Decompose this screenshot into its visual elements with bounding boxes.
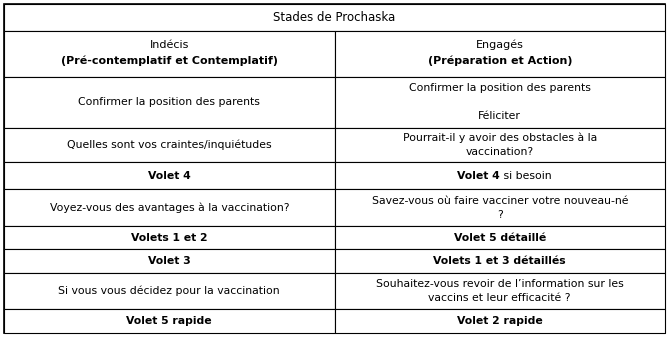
Bar [4,77,334,128]
Bar [334,77,665,128]
Bar [334,189,665,226]
Text: Quelles sont vos craintes/inquiétudes: Quelles sont vos craintes/inquiétudes [67,140,272,150]
Text: Si vous vous décidez pour la vaccination: Si vous vous décidez pour la vaccination [58,286,280,297]
Bar [4,128,334,162]
Text: Savez-vous où faire vacciner votre nouveau-né
?: Savez-vous où faire vacciner votre nouve… [371,195,628,220]
Text: si besoin: si besoin [500,171,551,181]
Bar [4,189,334,226]
Bar [334,128,665,162]
Bar [4,4,665,31]
Bar [4,226,334,249]
Text: Stades de Prochaska: Stades de Prochaska [274,11,395,24]
Bar [334,273,665,309]
Bar [4,273,334,309]
Bar [334,226,665,249]
Bar [4,162,334,189]
Bar [4,249,334,273]
Bar [334,309,665,333]
Text: Volet 4: Volet 4 [457,171,500,181]
Bar [334,162,665,189]
Text: Volet 2 rapide: Volet 2 rapide [457,316,543,326]
Text: Volets 1 et 3 détaillés: Volets 1 et 3 détaillés [434,256,566,266]
Text: Souhaitez-vous revoir de l’information sur les
vaccins et leur efficacité ?: Souhaitez-vous revoir de l’information s… [376,279,624,303]
Text: Volet 4: Volet 4 [148,171,191,181]
Bar [334,249,665,273]
Text: (Préparation et Action): (Préparation et Action) [427,56,572,66]
Text: Engagés: Engagés [476,39,524,50]
Text: Volet 5 détaillé: Volet 5 détaillé [454,233,546,243]
Text: Voyez-vous des avantages à la vaccination?: Voyez-vous des avantages à la vaccinatio… [50,202,289,213]
Text: Volets 1 et 2: Volets 1 et 2 [131,233,207,243]
Text: Pourrait-il y avoir des obstacles à la
vaccination?: Pourrait-il y avoir des obstacles à la v… [403,133,597,157]
Bar [4,31,334,77]
Text: Volet 3: Volet 3 [148,256,191,266]
Text: Volet 5 rapide: Volet 5 rapide [126,316,212,326]
Bar [334,31,665,77]
Bar [4,309,334,333]
Text: (Pré-contemplatif et Contemplatif): (Pré-contemplatif et Contemplatif) [61,56,278,66]
Text: Confirmer la position des parents

Féliciter: Confirmer la position des parents Félici… [409,83,591,121]
Text: Indécis: Indécis [150,40,189,50]
Text: Confirmer la position des parents: Confirmer la position des parents [78,97,260,107]
